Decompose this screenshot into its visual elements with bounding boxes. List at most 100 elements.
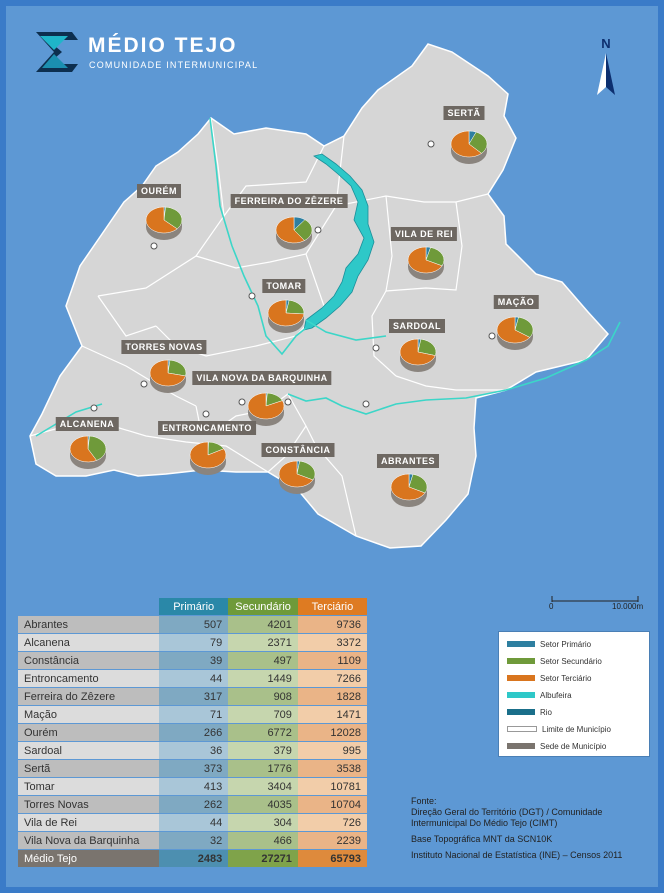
row-secundario: 4035: [228, 795, 298, 814]
row-terciario: 7266: [297, 669, 367, 688]
row-name: Entroncamento: [18, 669, 160, 688]
sector-table: Primário Secundário Terciário Abrantes 50…: [18, 598, 367, 868]
row-name: Sertã: [18, 759, 160, 778]
pie-slice: [450, 130, 482, 158]
row-name: Mação: [18, 705, 160, 724]
row-secundario: 709: [228, 705, 298, 724]
pie-side: [408, 260, 444, 280]
map-canvas: [29, 43, 621, 549]
row-terciario: 12028: [297, 723, 367, 742]
legend-item-primario: Setor Primário: [507, 639, 591, 649]
label-macao: MAÇÃO: [493, 295, 539, 309]
header-primario: Primário: [159, 598, 229, 616]
label-ourem: OURÉM: [137, 184, 181, 198]
row-secundario: 4201: [228, 615, 298, 634]
pie-side: [190, 455, 226, 475]
pie-slice: [468, 131, 488, 154]
row-name: Vila Nova da Barquinha: [18, 831, 160, 850]
table-total-row: Médio Tejo 2483 27271 65793: [18, 849, 367, 868]
pie-slice: [390, 473, 426, 501]
pie-slice: [514, 316, 534, 338]
pie-slice: [296, 460, 316, 481]
row-primario: 71: [159, 705, 229, 724]
swatch-primario: [507, 641, 535, 647]
scale-start: 0: [549, 602, 554, 611]
label-alcanena: ALCANENA: [55, 417, 119, 431]
row-secundario: 1776: [228, 759, 298, 778]
pie-side: [146, 220, 182, 240]
total-name: Médio Tejo: [18, 849, 160, 868]
row-primario: 373: [159, 759, 229, 778]
row-terciario: 2239: [297, 831, 367, 850]
row-primario: 39: [159, 651, 229, 670]
total-terciario: 65793: [297, 849, 367, 868]
row-primario: 79: [159, 633, 229, 652]
row-primario: 413: [159, 777, 229, 796]
source-line-1: Direção Geral do Território (DGT) / Comu…: [411, 807, 603, 828]
row-secundario: 2371: [228, 633, 298, 652]
row-primario: 262: [159, 795, 229, 814]
label-vila-nova-da-barquinha: VILA NOVA DA BARQUINHA: [192, 371, 332, 385]
row-name: Ferreira do Zêzere: [18, 687, 160, 706]
row-primario: 36: [159, 741, 229, 760]
swatch-rio: [507, 709, 535, 715]
pie-slice: [149, 359, 186, 387]
pie-slice: [167, 359, 187, 377]
row-secundario: 6772: [228, 723, 298, 742]
medio-tejo-logo-icon: [36, 32, 78, 72]
legend: Setor Primário Setor Secundário Setor Te…: [498, 631, 650, 757]
row-secundario: 466: [228, 831, 298, 850]
pie-slice: [163, 206, 183, 230]
label-torres-novas: TORRES NOVAS: [121, 340, 207, 354]
source-notes: Fonte: Direção Geral do Território (DGT)…: [411, 796, 656, 866]
swatch-sede: [507, 743, 535, 749]
scale-bar: 0 10.000m: [546, 590, 646, 611]
pie-side: [276, 230, 312, 250]
source-title: Fonte:: [411, 796, 437, 806]
row-primario: 44: [159, 669, 229, 688]
sede-markers: [90, 140, 496, 418]
row-name: Torres Novas: [18, 795, 160, 814]
table-row: Vila de Rei 44 304 726: [18, 813, 367, 832]
row-terciario: 726: [297, 813, 367, 832]
label-vila-de-rei: VILA DE REI: [390, 227, 458, 241]
row-name: Vila de Rei: [18, 813, 160, 832]
brand-subtitle: COMUNIDADE INTERMUNICIPAL: [89, 60, 259, 70]
row-name: Abrantes: [18, 615, 160, 634]
row-primario: 317: [159, 687, 229, 706]
total-primario: 2483: [159, 849, 229, 868]
swatch-limite: [507, 726, 537, 732]
pie-slice: [408, 474, 428, 494]
map-frame: SERTÃ OURÉM FERREIRA DO ZÊZERE VILA DE R…: [6, 6, 658, 887]
pie-slice: [417, 338, 437, 356]
legend-item-limite: Limite de Município: [507, 724, 611, 734]
row-primario: 266: [159, 723, 229, 742]
pie-slice: [293, 219, 313, 241]
table-row: Entroncamento 44 1449 7266: [18, 669, 367, 688]
source-line-2: Base Topográfica MNT da SCN10K: [411, 834, 553, 844]
row-name: Constância: [18, 651, 160, 670]
brand-title: MÉDIO TEJO: [88, 34, 238, 57]
pie-slice: [189, 441, 227, 469]
north-arrow: N: [595, 36, 617, 104]
table-row: Ferreira do Zêzere 317 908 1828: [18, 687, 367, 706]
pie-slice: [69, 435, 97, 463]
label-serta: SERTÃ: [443, 106, 485, 120]
pie-slice: [247, 392, 285, 420]
pie-side: [268, 313, 304, 333]
row-primario: 32: [159, 831, 229, 850]
row-secundario: 1449: [228, 669, 298, 688]
row-terciario: 10781: [297, 777, 367, 796]
pie-slice: [267, 299, 305, 327]
row-terciario: 1109: [297, 651, 367, 670]
row-name: Alcanena: [18, 633, 160, 652]
row-name: Ourém: [18, 723, 160, 742]
row-secundario: 908: [228, 687, 298, 706]
row-primario: 507: [159, 615, 229, 634]
swatch-secundario: [507, 658, 535, 664]
table-row: Ourém 266 6772 12028: [18, 723, 367, 742]
table-row: Constância 39 497 1109: [18, 651, 367, 670]
table-row: Vila Nova da Barquinha 32 466 2239: [18, 831, 367, 850]
table-row: Sardoal 36 379 995: [18, 741, 367, 760]
scale-end: 10.000m: [612, 602, 644, 611]
